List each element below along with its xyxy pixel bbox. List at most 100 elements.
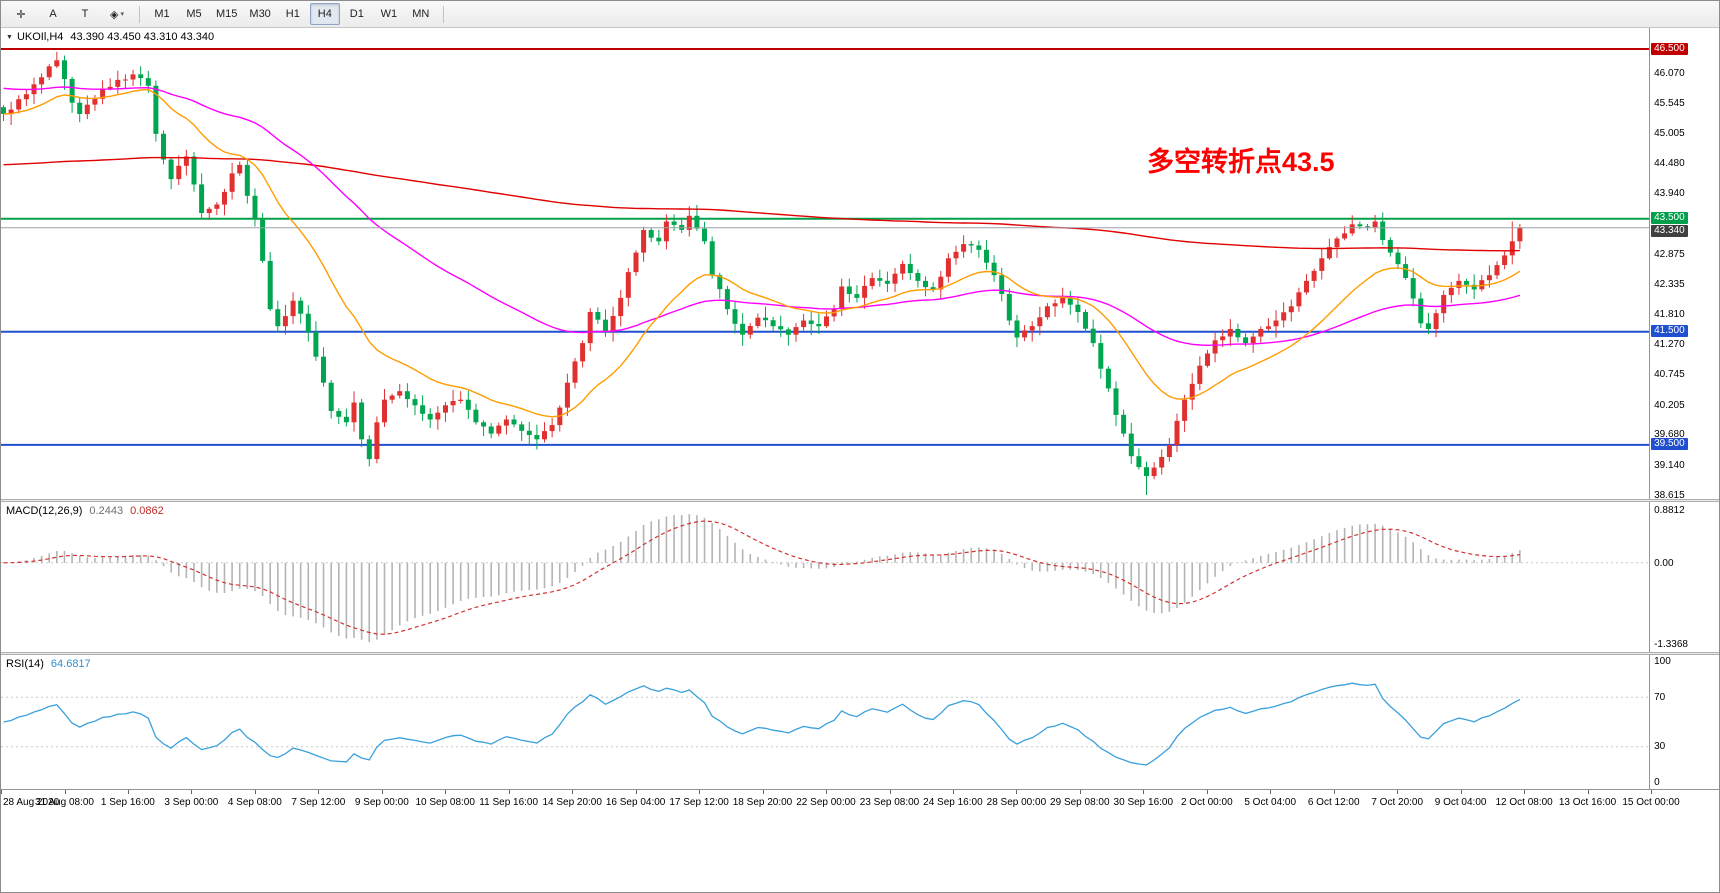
time-axis-label: 1 Sep 16:00	[100, 797, 155, 808]
rsi-axis[interactable]: 100 70 30 0	[1650, 655, 1719, 789]
text-label-tool-button[interactable]: T	[70, 3, 100, 25]
time-axis-label: 30 Sep 16:00	[1113, 797, 1174, 808]
current-price-badge: 43.340	[1651, 224, 1688, 237]
price-level-badge: 46.500	[1651, 42, 1688, 55]
time-axis-label: 7 Sep 12:00	[291, 797, 346, 808]
time-axis-label: 13 Oct 16:00	[1558, 797, 1617, 808]
timeframe-m1-button[interactable]: M1	[154, 8, 170, 20]
time-tick	[1016, 790, 1018, 794]
rsi-chart[interactable]	[1, 655, 1650, 789]
time-tick	[572, 790, 574, 794]
timeframe-m30-button[interactable]: M30	[249, 8, 271, 20]
timeframe-m5-button[interactable]: M5	[186, 8, 202, 20]
text-tool-button[interactable]: A	[38, 3, 68, 25]
time-axis[interactable]: 28 Aug 2020 31 Aug 08:00 1 Sep 16:00 3 Sep …	[1, 789, 1719, 814]
timeframe-group: M1 M5 M15 M30 H1 H4 D1 W1 MN	[146, 3, 437, 25]
price-level-badge: 39.500	[1651, 438, 1688, 451]
chart-annotation-text: 多空转折点43.5	[1147, 147, 1335, 177]
chart-symbol-title: UKOIl,H4	[16, 31, 64, 43]
time-axis-label: 9 Oct 04:00	[1434, 797, 1487, 808]
price-tick-label: 38.615	[1654, 489, 1685, 500]
time-tick	[952, 790, 954, 794]
time-axis-label: 6 Oct 12:00	[1307, 797, 1360, 808]
time-tick	[1333, 790, 1335, 794]
time-axis-label: 14 Sep 20:00	[542, 797, 602, 808]
price-tick-label: 42.875	[1654, 248, 1685, 260]
time-axis-label: 29 Sep 08:00	[1050, 797, 1110, 808]
macd-axis[interactable]: 0.8812 0.00 -1.3368	[1650, 502, 1719, 652]
timeframe-d1-button[interactable]: D1	[349, 8, 364, 20]
rsi-scale-label: 0	[1654, 777, 1660, 788]
time-tick	[699, 790, 701, 794]
time-tick	[445, 790, 447, 794]
rsi-scale-label: 100	[1654, 656, 1671, 667]
time-tick	[254, 790, 256, 794]
price-tick-label: 42.335	[1654, 279, 1685, 291]
time-axis-label: 31 Aug 08:00	[35, 797, 94, 808]
time-tick	[1, 790, 2, 794]
time-tick	[318, 790, 320, 794]
crosshair-tool-button[interactable]: ✛	[6, 3, 36, 25]
time-axis-label: 28 Aug 2020	[3, 797, 60, 808]
chevron-down-icon: ▾	[120, 11, 124, 18]
time-tick	[508, 790, 510, 794]
chart-toolbar: ✛ A T ◈ ▾ M1 M5 M15 M30 H1 H4 D1 W1 MN	[1, 1, 1719, 28]
tool-group: ✛ A T ◈ ▾	[5, 3, 133, 25]
shapes-icon: ◈	[110, 8, 119, 21]
timeframe-h1-button[interactable]: H1	[285, 8, 300, 20]
price-tick-label: 45.545	[1654, 97, 1685, 109]
macd-label: MACD(12,26,9)	[6, 505, 83, 517]
time-tick	[1079, 790, 1081, 794]
time-tick	[1651, 790, 1652, 794]
time-tick	[889, 790, 891, 794]
macd-main-value: 0.2443	[89, 505, 124, 517]
timeframe-mn-button[interactable]: MN	[412, 8, 430, 20]
panel-splitter[interactable]	[1, 499, 1719, 502]
timeframe-w1-button[interactable]: W1	[380, 8, 398, 20]
price-tick-label: 46.070	[1654, 67, 1685, 79]
time-tick	[1587, 790, 1589, 794]
rsi-plot[interactable]: RSI(14) 64.6817	[1, 655, 1651, 789]
price-axis[interactable]: 46.070 45.545 45.005 44.480 43.940 42.875 42.3…	[1650, 28, 1719, 499]
time-tick	[1206, 790, 1208, 794]
ma-long-red-line	[3, 156, 1520, 252]
time-tick	[1270, 790, 1272, 794]
time-tick	[1460, 790, 1462, 794]
crosshair-icon: ✛	[16, 8, 26, 21]
price-tick-label: 41.270	[1654, 339, 1685, 351]
macd-plot[interactable]: MACD(12,26,9) 0.2443 0.0862	[1, 502, 1651, 652]
time-tick	[762, 790, 764, 794]
panel-splitter[interactable]	[1, 652, 1719, 655]
symbol-marker-icon: ▼	[6, 33, 13, 41]
text-label-icon: T	[81, 8, 89, 20]
rsi-scale-label: 70	[1654, 691, 1666, 703]
time-axis-label: 5 Oct 04:00	[1244, 797, 1297, 808]
candlestick-chart[interactable]	[1, 28, 1650, 499]
price-tick-label: 39.680	[1654, 429, 1685, 441]
shapes-tool-button[interactable]: ◈ ▾	[102, 3, 132, 25]
time-tick	[381, 790, 383, 794]
price-chart-plot[interactable]: ▼ UKOIl,H4 43.390 43.450 43.310 43.340 多…	[1, 28, 1651, 499]
rsi-label: RSI(14)	[6, 658, 44, 670]
toolbar-separator	[139, 5, 140, 23]
macd-scale-label: 0.8812	[1654, 505, 1685, 516]
time-axis-label: 11 Sep 16:00	[479, 797, 539, 808]
time-axis-label: 16 Sep 04:00	[605, 797, 666, 808]
time-axis-label: 10 Sep 08:00	[415, 797, 475, 808]
timeframe-m15-button[interactable]: M15	[216, 8, 238, 20]
timeframe-h4-button[interactable]: H4	[309, 3, 340, 25]
text-icon: A	[49, 8, 57, 20]
price-tick-label: 39.140	[1654, 459, 1685, 471]
rsi-header: RSI(14) 64.6817	[6, 658, 91, 670]
toolbar-separator	[442, 5, 444, 23]
chart-header: ▼ UKOIl,H4 43.390 43.450 43.310 43.340	[6, 31, 214, 43]
bottom-spacer	[1, 814, 1719, 892]
macd-chart[interactable]	[1, 502, 1650, 652]
macd-signal-value: 0.0862	[130, 505, 164, 517]
time-axis-label: 2 Oct 00:00	[1180, 797, 1233, 808]
rsi-value: 64.6817	[50, 658, 91, 670]
macd-scale-label: 0.00	[1654, 557, 1674, 569]
time-tick	[1143, 790, 1145, 794]
macd-signal-line	[3, 520, 1520, 635]
